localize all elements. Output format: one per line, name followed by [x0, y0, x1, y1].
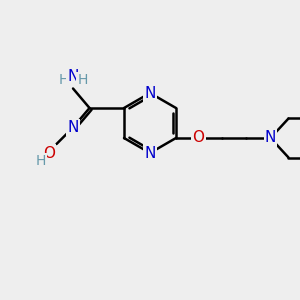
- Text: N: N: [67, 69, 79, 84]
- Text: H: H: [77, 73, 88, 87]
- Text: O: O: [43, 146, 55, 160]
- Text: H: H: [58, 73, 68, 87]
- Text: O: O: [193, 130, 205, 146]
- Text: N: N: [67, 120, 79, 135]
- Text: H: H: [36, 154, 46, 169]
- Text: N: N: [265, 130, 276, 146]
- Text: N: N: [144, 85, 156, 100]
- Text: N: N: [144, 146, 156, 160]
